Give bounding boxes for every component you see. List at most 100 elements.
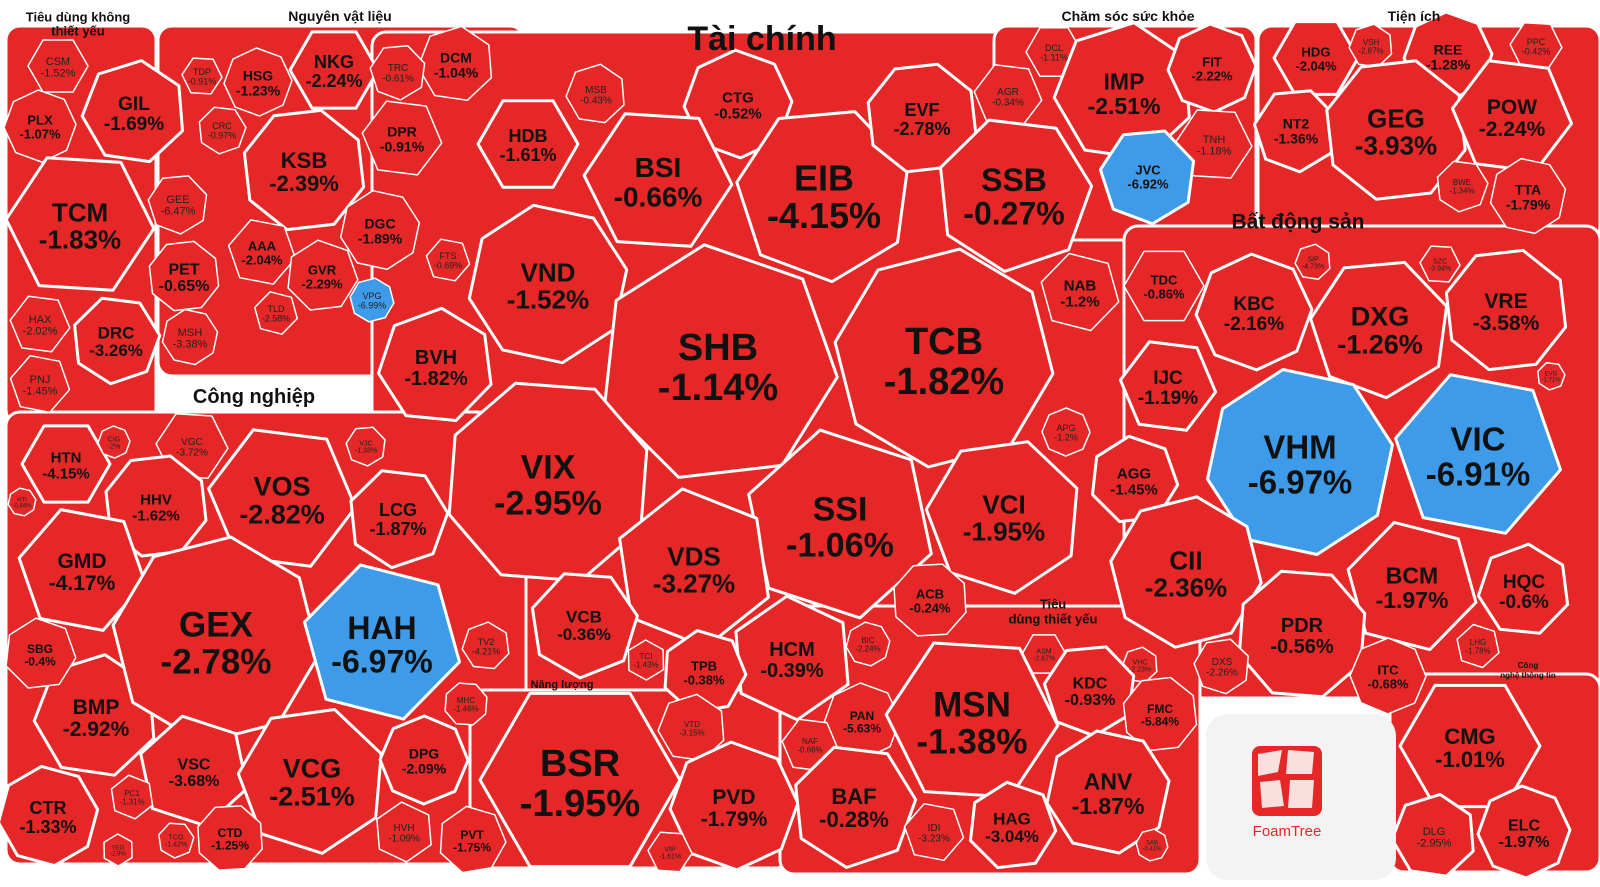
cell-hvh[interactable] — [376, 801, 432, 863]
cell-crc[interactable] — [198, 106, 247, 155]
cell-ksb[interactable] — [242, 108, 366, 232]
cell-dpg[interactable] — [378, 714, 470, 806]
cell-dgc[interactable] — [339, 189, 421, 271]
cell-anv[interactable] — [1045, 729, 1171, 855]
cell-pvt[interactable] — [439, 805, 507, 874]
cell-tdp[interactable] — [181, 57, 223, 95]
cell-tco[interactable] — [158, 822, 195, 859]
cell-fmc[interactable] — [1122, 676, 1198, 752]
cell-fts[interactable] — [425, 238, 471, 282]
cell-kbc[interactable] — [1194, 252, 1314, 372]
cell-dxs[interactable] — [1193, 638, 1249, 695]
cell-lhg[interactable] — [1456, 623, 1500, 669]
cell-vip[interactable] — [647, 831, 693, 873]
cell-yeg[interactable] — [103, 833, 133, 867]
cell-hqc[interactable] — [1476, 542, 1570, 635]
cell-bic[interactable] — [845, 621, 891, 667]
cell-mhc[interactable] — [444, 682, 488, 726]
cell-vjc[interactable] — [345, 426, 386, 467]
cell-tpb[interactable] — [663, 629, 748, 714]
cell-ctg[interactable] — [682, 48, 794, 160]
cell-vcg[interactable] — [236, 708, 383, 855]
cell-drc[interactable] — [73, 296, 162, 386]
cell-ssb[interactable] — [939, 118, 1094, 273]
cell-tld[interactable] — [253, 291, 299, 335]
cell-pc1[interactable] — [110, 774, 154, 820]
cell-sip[interactable] — [1294, 243, 1331, 280]
cell-bsi[interactable] — [582, 112, 734, 248]
cell-msn[interactable] — [884, 641, 1060, 799]
cell-trc[interactable] — [369, 45, 426, 101]
cell-pnj[interactable] — [9, 354, 71, 414]
cell-idi[interactable] — [903, 802, 965, 862]
cell-eib[interactable] — [735, 110, 910, 284]
cell-itc[interactable] — [1349, 637, 1427, 715]
cell-vix[interactable] — [447, 381, 649, 583]
cell-fit[interactable] — [1166, 22, 1258, 114]
cell-nab[interactable] — [1040, 252, 1120, 332]
cell-ijc[interactable] — [1118, 340, 1218, 432]
cell-pet[interactable] — [148, 240, 220, 312]
cell-gil[interactable] — [80, 59, 184, 164]
cell-szc[interactable] — [1419, 245, 1461, 283]
cell-vic[interactable] — [1394, 373, 1562, 535]
cell-pvd[interactable] — [668, 740, 800, 872]
cell-jvc[interactable] — [1098, 129, 1196, 226]
cell-tta[interactable] — [1489, 157, 1567, 235]
cell-nkg[interactable] — [288, 30, 380, 110]
cell-lcg[interactable] — [349, 469, 450, 570]
cell-tv2[interactable] — [461, 621, 510, 670]
ticker-change: -1.28% — [1426, 56, 1471, 72]
cell-plx[interactable] — [3, 89, 77, 163]
cell-dcm[interactable] — [417, 25, 493, 102]
ticker-change: -1.46% — [453, 705, 478, 714]
cell-pdr[interactable] — [1237, 569, 1367, 699]
cell-hag[interactable] — [969, 780, 1058, 870]
cell-tci[interactable] — [627, 639, 665, 681]
cell-ssi[interactable] — [747, 428, 933, 620]
cell-bsr[interactable] — [478, 691, 682, 869]
cell-cig[interactable] — [97, 425, 131, 459]
cell-dpr[interactable] — [361, 100, 443, 176]
cell-dxg[interactable] — [1309, 260, 1449, 400]
cell-elc[interactable] — [1476, 784, 1572, 880]
cell-tcm[interactable] — [4, 156, 156, 292]
cell-acb[interactable] — [893, 563, 967, 637]
cell-hax[interactable] — [9, 295, 71, 353]
cell-sbg[interactable] — [5, 617, 77, 689]
cell-hdg[interactable] — [1272, 20, 1360, 96]
cell-hah[interactable] — [303, 563, 461, 721]
cell-vos[interactable] — [207, 428, 357, 568]
cell-tdc[interactable] — [1123, 250, 1205, 322]
cell-hsg[interactable] — [223, 47, 293, 117]
cell-bvh[interactable] — [377, 306, 493, 422]
cell-hti[interactable] — [7, 487, 37, 517]
cell-apg[interactable] — [1041, 407, 1091, 457]
cell-dlg[interactable] — [1390, 792, 1475, 878]
cell-ctr[interactable] — [0, 764, 100, 868]
cell-vci[interactable] — [924, 440, 1079, 595]
cell-gvr[interactable] — [287, 239, 359, 311]
cell-cii[interactable] — [1109, 495, 1263, 649]
cell-vnd[interactable] — [467, 203, 629, 365]
cell-htn[interactable] — [20, 424, 112, 504]
cell-msh[interactable] — [161, 308, 219, 366]
cell-gee[interactable] — [147, 175, 208, 235]
cell-ctd[interactable] — [197, 805, 263, 871]
cell-baf[interactable] — [794, 745, 918, 869]
cell-csm[interactable] — [27, 39, 89, 93]
cell-bwe[interactable] — [1436, 160, 1489, 213]
cell-vhm[interactable] — [1206, 368, 1394, 556]
cell-agg[interactable] — [1091, 434, 1180, 524]
cell-vre[interactable] — [1444, 248, 1568, 372]
cell-msb[interactable] — [565, 63, 625, 124]
cell-hdb[interactable] — [476, 99, 580, 189]
ticker-label: SSB — [981, 162, 1047, 198]
cell-evg[interactable] — [1537, 361, 1566, 391]
cell-sab[interactable] — [1135, 828, 1169, 862]
cell-vpg[interactable] — [349, 277, 395, 323]
cell-vcb[interactable] — [530, 572, 639, 680]
cell-hcm[interactable] — [734, 594, 850, 722]
ticker-label: TNH — [1203, 134, 1226, 146]
cell-bcm[interactable] — [1346, 520, 1478, 652]
